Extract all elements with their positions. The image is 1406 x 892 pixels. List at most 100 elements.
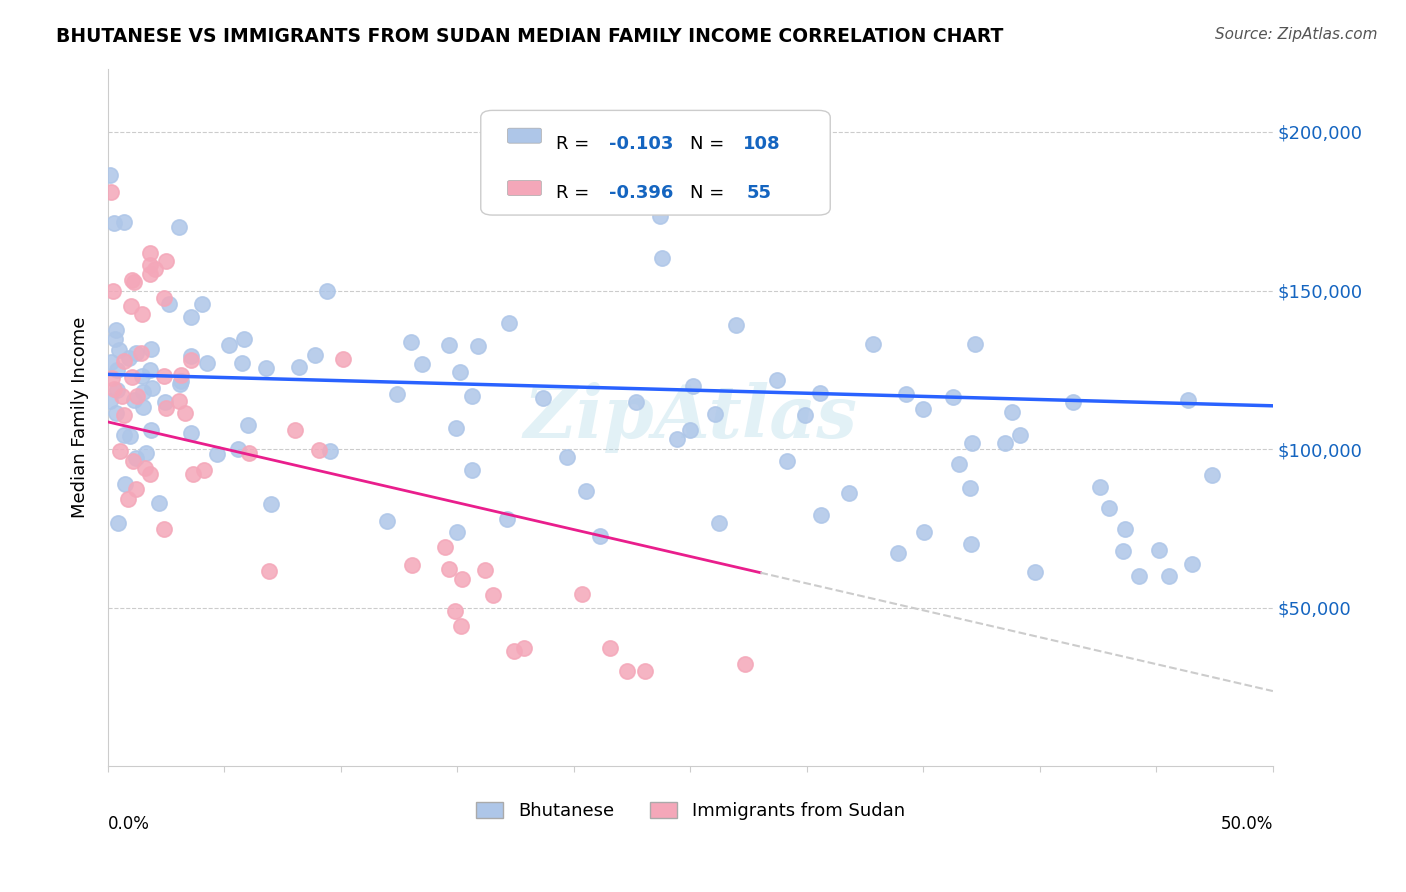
Point (98, 394, 121, 409)
Point (599, 641, 621, 656)
Point (100, 355, 122, 369)
Point (170, 374, 193, 388)
Point (114, 353, 136, 368)
Point (170, 368, 193, 383)
Point (231, 356, 253, 370)
Point (138, 467, 160, 481)
Y-axis label: Median Family Income: Median Family Income (72, 317, 89, 518)
Point (1147, 542, 1170, 557)
Point (112, 408, 135, 422)
Point (100, 371, 122, 385)
FancyBboxPatch shape (508, 180, 541, 195)
Point (103, 382, 125, 396)
Point (894, 386, 917, 401)
Text: N =: N = (690, 184, 731, 202)
Point (437, 338, 460, 352)
Point (98, 168, 121, 182)
Point (1114, 522, 1136, 536)
Point (1128, 569, 1150, 583)
Point (167, 394, 190, 409)
Point (122, 275, 145, 289)
Point (104, 406, 127, 420)
Point (284, 423, 307, 437)
Point (190, 296, 212, 310)
Point (1177, 393, 1199, 408)
Point (460, 463, 482, 477)
Point (105, 363, 128, 377)
Point (948, 457, 970, 471)
Point (287, 360, 309, 375)
Text: 0.0%: 0.0% (108, 815, 150, 833)
Point (862, 337, 884, 351)
Point (153, 522, 176, 536)
Text: 108: 108 (742, 135, 780, 153)
Point (131, 307, 153, 321)
Point (651, 252, 673, 266)
Point (650, 209, 672, 223)
Point (139, 267, 162, 281)
Point (139, 245, 162, 260)
Point (139, 342, 162, 356)
Point (148, 496, 170, 510)
Text: -0.103: -0.103 (609, 135, 673, 153)
Point (180, 310, 202, 324)
Point (107, 383, 129, 397)
Point (238, 418, 260, 433)
Point (131, 368, 153, 383)
Point (121, 273, 143, 287)
Point (624, 395, 647, 409)
Point (218, 338, 240, 352)
Point (332, 351, 354, 366)
Point (665, 433, 688, 447)
Point (496, 512, 519, 526)
Point (155, 254, 177, 268)
Point (1024, 565, 1046, 579)
Point (316, 284, 339, 298)
Text: R =: R = (557, 184, 596, 202)
Point (433, 540, 456, 554)
Point (1159, 569, 1181, 583)
Point (794, 409, 817, 423)
Point (401, 558, 423, 572)
Text: Source: ZipAtlas.com: Source: ZipAtlas.com (1215, 27, 1378, 42)
Point (776, 454, 799, 468)
Point (1088, 480, 1111, 494)
Point (120, 299, 142, 313)
Point (411, 357, 433, 371)
Point (1062, 394, 1084, 409)
Point (260, 497, 283, 511)
Point (437, 562, 460, 576)
Point (474, 563, 496, 577)
Text: -0.396: -0.396 (609, 184, 673, 202)
Point (467, 339, 489, 353)
Point (122, 453, 145, 467)
Point (709, 516, 731, 530)
FancyBboxPatch shape (481, 111, 830, 215)
Point (118, 429, 141, 443)
Point (125, 482, 148, 496)
Point (575, 484, 598, 499)
Text: N =: N = (690, 135, 731, 153)
Point (994, 436, 1017, 450)
Point (112, 215, 135, 229)
Point (503, 644, 526, 658)
Point (205, 447, 228, 461)
Point (180, 426, 202, 441)
Point (121, 370, 143, 384)
Point (887, 546, 910, 560)
Point (1001, 404, 1024, 418)
Point (157, 297, 180, 311)
Text: 55: 55 (747, 184, 772, 202)
Point (107, 516, 129, 530)
Point (765, 373, 787, 387)
Point (257, 564, 280, 578)
Point (125, 450, 148, 465)
Point (449, 365, 471, 379)
Point (141, 381, 163, 395)
Point (513, 640, 536, 655)
Point (143, 262, 166, 277)
Point (131, 400, 153, 414)
Point (304, 349, 326, 363)
Point (131, 346, 153, 360)
Point (124, 392, 146, 407)
